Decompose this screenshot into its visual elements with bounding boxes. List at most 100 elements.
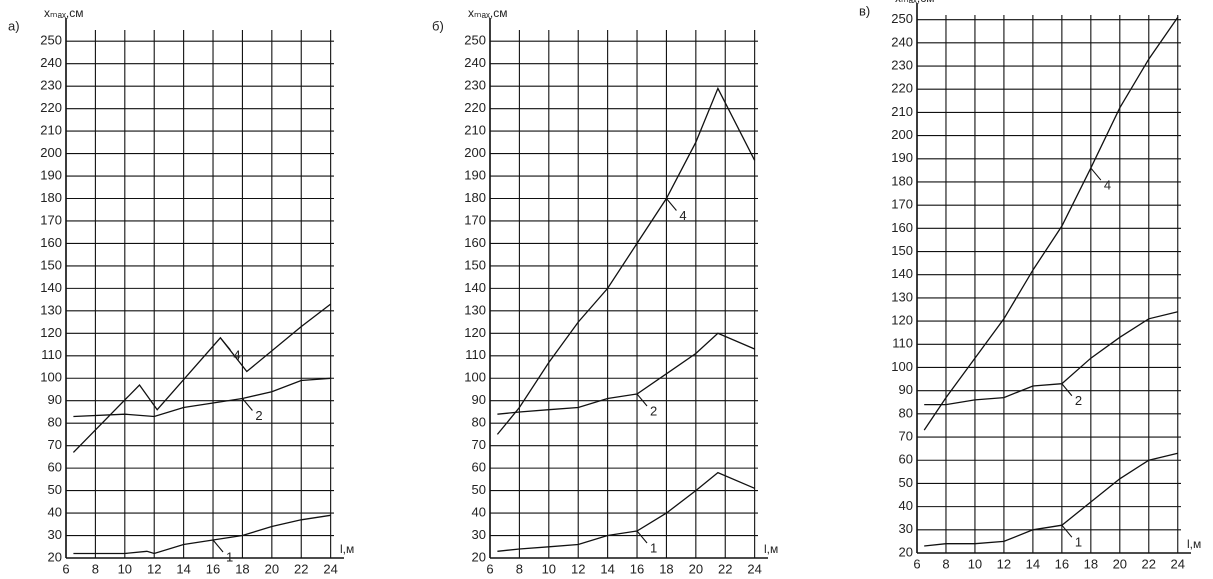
x-tick-label: 16 <box>206 561 220 574</box>
leader-line <box>1061 524 1073 538</box>
leader-line <box>1090 167 1102 181</box>
y-tick-label: 130 <box>40 302 62 317</box>
y-tick-label: 60 <box>899 452 913 467</box>
leader-line <box>212 539 224 553</box>
x-tick-label: 20 <box>689 561 703 574</box>
x-tick-label: 20 <box>265 561 279 574</box>
x-tick-label: 16 <box>1055 556 1069 571</box>
y-tick-label: 120 <box>464 325 486 340</box>
series-line <box>73 514 331 555</box>
y-tick-label: 20 <box>472 549 486 564</box>
y-tick-label: 30 <box>48 527 62 542</box>
y-tick-label: 180 <box>40 190 62 205</box>
x-tick-label: 10 <box>968 556 982 571</box>
y-tick-label: 200 <box>40 145 62 160</box>
y-tick-label: 200 <box>891 127 913 142</box>
series-line <box>497 471 755 552</box>
panel-label: а) <box>8 18 20 33</box>
series-label: 1 <box>650 540 657 555</box>
y-tick-label: 180 <box>891 173 913 188</box>
y-tick-label: 50 <box>472 482 486 497</box>
x-tick-label: 14 <box>176 561 190 574</box>
y-tick-label: 90 <box>48 392 62 407</box>
y-tick-label: 240 <box>40 55 62 70</box>
y-tick-label: 100 <box>891 359 913 374</box>
x-tick-label: 18 <box>659 561 673 574</box>
y-tick-label: 160 <box>891 220 913 235</box>
y-tick-label: 230 <box>891 57 913 72</box>
x-tick-label: 24 <box>323 561 337 574</box>
y-axis-label: xₘₐₓ,см <box>44 6 83 20</box>
y-tick-label: 110 <box>41 347 62 362</box>
x-axis-label: l,м <box>1187 537 1201 551</box>
y-tick-label: 210 <box>40 123 62 138</box>
y-tick-label: 240 <box>891 34 913 49</box>
leader-line <box>1061 383 1073 397</box>
y-tick-label: 220 <box>891 81 913 96</box>
series-label: 4 <box>679 208 686 223</box>
y-tick-label: 170 <box>891 197 913 212</box>
series-line <box>924 311 1178 406</box>
x-tick-label: 14 <box>1026 556 1040 571</box>
x-tick-label: 8 <box>516 561 523 574</box>
x-tick-label: 14 <box>600 561 614 574</box>
x-tick-label: 20 <box>1113 556 1127 571</box>
y-tick-label: 130 <box>891 289 913 304</box>
y-tick-label: 200 <box>464 145 486 160</box>
x-tick-label: 18 <box>235 561 249 574</box>
y-tick-label: 230 <box>464 78 486 93</box>
y-tick-label: 190 <box>891 150 913 165</box>
y-tick-label: 150 <box>464 257 486 272</box>
y-tick-label: 70 <box>472 437 486 452</box>
y-tick-label: 140 <box>40 280 62 295</box>
y-tick-label: 40 <box>48 505 62 520</box>
y-tick-label: 50 <box>899 475 913 490</box>
x-tick-label: 10 <box>542 561 556 574</box>
panel-label: в) <box>859 3 870 18</box>
y-tick-label: 220 <box>40 100 62 115</box>
y-tick-label: 170 <box>464 212 486 227</box>
x-tick-label: 22 <box>294 561 308 574</box>
y-tick-label: 20 <box>899 544 913 559</box>
leader-line <box>636 393 648 407</box>
series-line <box>924 452 1178 547</box>
y-tick-label: 160 <box>464 235 486 250</box>
series-label: 1 <box>226 549 233 564</box>
y-tick-label: 140 <box>464 280 486 295</box>
y-tick-label: 140 <box>891 266 913 281</box>
y-tick-label: 210 <box>464 123 486 138</box>
y-tick-label: 190 <box>40 167 62 182</box>
series-line <box>923 16 1179 431</box>
y-tick-label: 80 <box>899 405 913 420</box>
y-tick-label: 250 <box>40 33 62 48</box>
series-label: 2 <box>650 403 657 418</box>
x-tick-label: 8 <box>942 556 949 571</box>
y-tick-label: 160 <box>40 235 62 250</box>
x-tick-label: 6 <box>62 561 69 574</box>
y-tick-label: 150 <box>40 257 62 272</box>
y-tick-label: 170 <box>40 212 62 227</box>
y-tick-label: 90 <box>472 392 486 407</box>
x-tick-label: 24 <box>1171 556 1185 571</box>
y-tick-label: 60 <box>48 460 62 475</box>
y-tick-label: 250 <box>464 33 486 48</box>
x-tick-label: 10 <box>118 561 132 574</box>
y-tick-label: 100 <box>40 370 62 385</box>
y-tick-label: 40 <box>899 498 913 513</box>
y-tick-label: 80 <box>472 415 486 430</box>
series-label: 4 <box>233 347 240 362</box>
y-tick-label: 20 <box>48 549 62 564</box>
x-tick-label: 22 <box>1142 556 1156 571</box>
y-tick-label: 220 <box>464 100 486 115</box>
series-label: 4 <box>1104 177 1111 192</box>
leader-line <box>219 337 231 351</box>
x-tick-label: 8 <box>92 561 99 574</box>
y-tick-label: 240 <box>464 55 486 70</box>
y-tick-label: 70 <box>48 437 62 452</box>
y-tick-label: 90 <box>899 382 913 397</box>
leader-line <box>666 198 677 211</box>
y-tick-label: 70 <box>899 428 913 443</box>
y-tick-label: 150 <box>891 243 913 258</box>
panel-label: б) <box>432 18 444 33</box>
